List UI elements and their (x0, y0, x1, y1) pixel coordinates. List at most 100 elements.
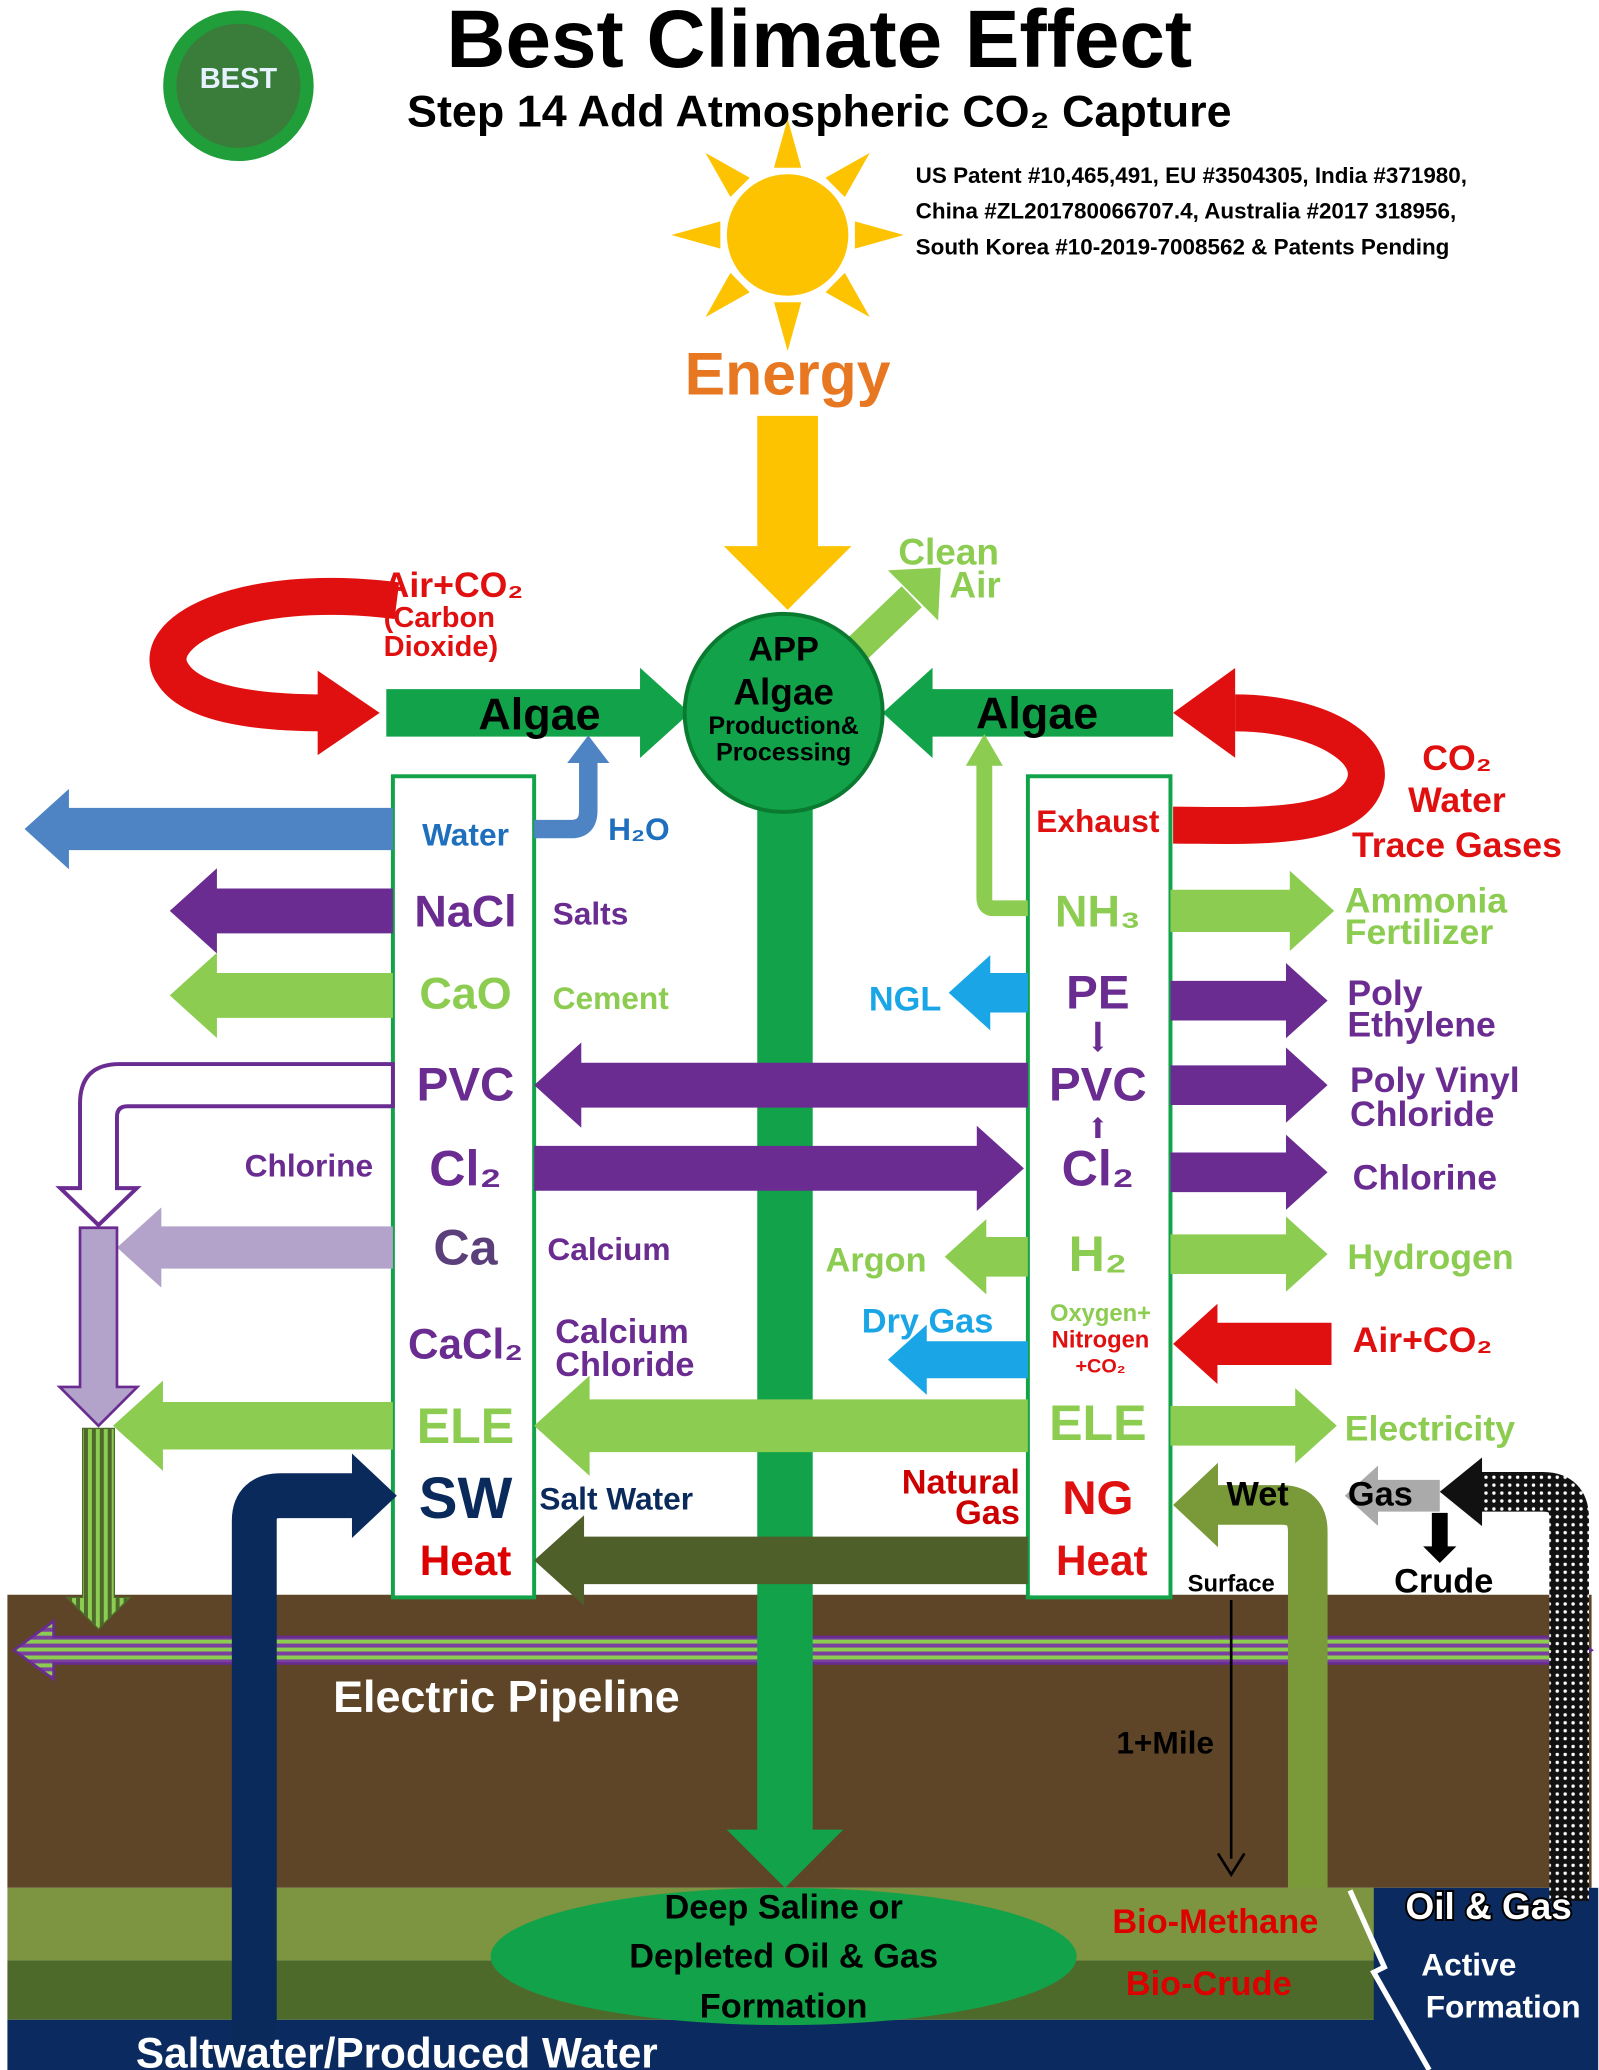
label: Saltwater/Produced Water (136, 2029, 658, 2070)
label: Energy (685, 340, 891, 408)
fault-line (1347, 1889, 1432, 2070)
exhaust-loop-head (1173, 667, 1236, 758)
pe-to-pvc-arrow (1092, 1021, 1104, 1053)
label: Fertilizer (1345, 912, 1494, 952)
label: Salt Water (539, 1480, 693, 1516)
label: China #ZL201780066707.4, Australia #2017… (916, 199, 1457, 224)
wet-gas-arrow (1215, 1485, 1328, 1888)
label: Salts (553, 896, 629, 932)
electricity-arrow (534, 1375, 1028, 1476)
sun-ray (705, 272, 750, 318)
label: Chloride (1350, 1094, 1494, 1134)
label: NH₃ (1055, 885, 1141, 936)
ammonia-recycle-head (965, 734, 1003, 766)
sun (726, 174, 849, 296)
label: Depleted Oil & Gas (629, 1937, 938, 1975)
label: (Carbon (384, 602, 495, 634)
pvc-hollow-arrow (55, 1062, 395, 1228)
app-plant (682, 611, 885, 814)
formation (490, 1887, 1077, 2026)
label: Gas (955, 1494, 1020, 1532)
label: Algae (478, 689, 600, 740)
label: Exhaust (1036, 803, 1160, 839)
label: Bio-Methane (1112, 1903, 1318, 1941)
label: Step 14 Add Atmospheric CO₂ Capture (407, 85, 1232, 136)
label: H₂ (1069, 1226, 1128, 1282)
label: Water (1408, 780, 1506, 820)
label: NGL (869, 980, 941, 1018)
label: Oxygen+ (1050, 1300, 1151, 1327)
label: Electricity (1345, 1408, 1515, 1448)
label: H₂O (608, 811, 670, 847)
label: Crude (1394, 1563, 1493, 1601)
label: Ethylene (1347, 1004, 1495, 1044)
label: Hydrogen (1347, 1237, 1513, 1277)
label: Ca (433, 1220, 498, 1276)
label: ELE (417, 1398, 515, 1454)
water-arrow (24, 788, 393, 870)
sun-ray (671, 221, 721, 249)
label: Chlorine (245, 1148, 373, 1184)
oil-gas-well-head (1439, 1457, 1483, 1527)
algae-arrow (386, 667, 690, 759)
label: Clean (898, 531, 999, 572)
label: US Patent #10,465,491, EU #3504305, Indi… (916, 163, 1467, 188)
exhaust-loop (1173, 694, 1385, 844)
sun-ray (825, 272, 870, 318)
right-column (1025, 774, 1173, 1600)
saltwater-arrow (231, 1473, 358, 2070)
label: Nitrogen (1052, 1326, 1150, 1353)
label: Trace Gases (1352, 825, 1562, 865)
label: Active (1421, 1946, 1516, 1982)
label: Poly Vinyl (1350, 1060, 1520, 1100)
label: Electric Pipeline (333, 1671, 680, 1722)
label: NG (1062, 1472, 1133, 1525)
sun-ray (854, 221, 904, 249)
label: ELE (1049, 1395, 1147, 1451)
ammonia-recycle-arrow (976, 763, 1028, 917)
label: CO₂ (1422, 738, 1491, 778)
hydrogen-arrow (1170, 1216, 1328, 1292)
pipeline-feed (65, 1427, 132, 1631)
label: 1+Mile (1116, 1725, 1214, 1761)
label: Cement (553, 980, 670, 1016)
label: South Korea #10-2019-7008562 & Patents P… (916, 234, 1450, 259)
label: Best Climate Effect (446, 0, 1192, 85)
label: Formation (700, 1988, 868, 2026)
ngl-arrow (948, 955, 1028, 1031)
label: Natural (902, 1464, 1020, 1502)
chlorine-arrow (534, 1125, 1024, 1211)
h2o-arrow-head (567, 735, 610, 764)
argon-arrow (944, 1219, 1028, 1295)
sun-ray (773, 118, 802, 168)
depth-line-head (1216, 1852, 1246, 1878)
ammonia-arrow (1170, 870, 1335, 952)
label: Algae (976, 687, 1098, 738)
h2o-arrow (534, 759, 598, 839)
label: Processing (716, 738, 851, 766)
electricity-arrow (113, 1380, 393, 1471)
wet-gas-arrow-head (1173, 1462, 1218, 1548)
label: Production& (708, 712, 858, 740)
co2-loop (149, 577, 400, 732)
collector-arrow (56, 1226, 141, 1428)
label: Air (949, 564, 1000, 605)
label: Surface (1188, 1571, 1275, 1598)
sun-ray (705, 152, 750, 198)
clean-air-arrow-head (887, 567, 941, 621)
label: NaCl (414, 885, 516, 936)
label: Argon (826, 1242, 927, 1280)
label: Water (422, 816, 509, 852)
label: Dry Gas (862, 1302, 994, 1340)
label: Gas (1348, 1475, 1413, 1513)
saltwater-arrow-head (351, 1453, 397, 1538)
label: Dioxide) (384, 631, 499, 663)
salts-arrow (169, 868, 393, 954)
air-co2-arrow (1173, 1303, 1332, 1385)
label: Algae (733, 671, 834, 712)
label: BEST (200, 63, 278, 95)
label: PE (1066, 966, 1129, 1019)
label: Chloride (555, 1346, 694, 1384)
co2-loop-head (317, 670, 380, 756)
